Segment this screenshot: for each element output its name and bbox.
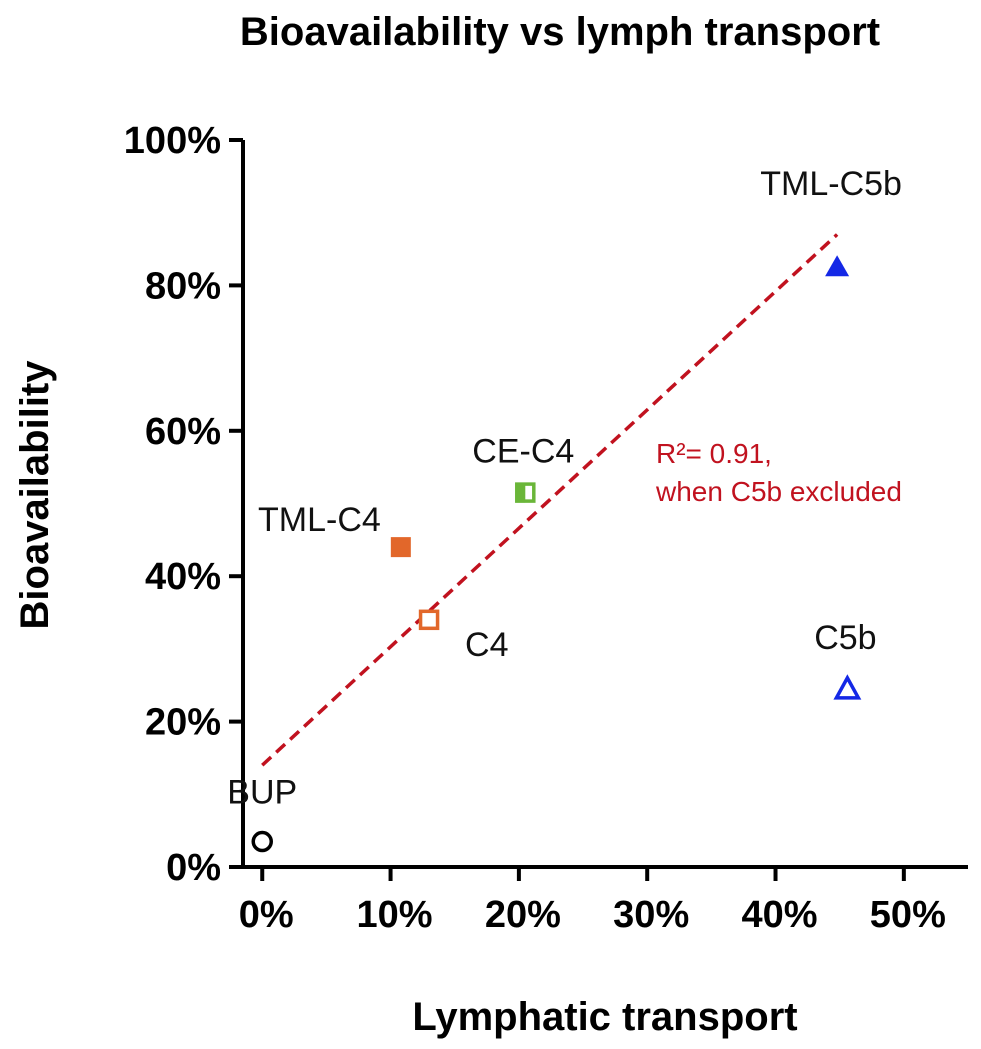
y-tick-label: 0% — [166, 847, 221, 889]
point-label-c4: C4 — [465, 626, 508, 664]
y-axis-label: Bioavailability — [13, 360, 57, 630]
point-bup: BUP — [227, 774, 297, 853]
point-label-c5b: C5b — [814, 619, 876, 657]
y-tick-label: 40% — [145, 556, 221, 598]
point-tml-c4: TML-C4 — [258, 501, 411, 558]
y-tick-label: 60% — [145, 411, 221, 453]
x-tick-label: 10% — [357, 894, 433, 936]
x-tick-label: 50% — [870, 894, 946, 936]
x-tick-label: 0% — [239, 894, 294, 936]
point-label-ce-c4: CE-C4 — [472, 433, 574, 471]
axes: 0% 20% 40% 60% 80% 100% 0% 10% 20% 30% 40% 50% — [124, 120, 968, 936]
annotation-line: when C5b excluded — [655, 476, 902, 507]
point-tml-c5b: TML-C5b — [760, 165, 902, 277]
marker-c4 — [418, 609, 440, 631]
annotation-line: R²= 0.91, — [656, 438, 772, 469]
marker-tml-c4 — [390, 537, 411, 558]
marker-bup — [251, 830, 273, 853]
marker-ce-c4 — [515, 482, 536, 503]
x-tick-label: 40% — [741, 894, 817, 936]
y-tick-label: 20% — [145, 702, 221, 744]
trendline — [261, 233, 839, 767]
marker-ce-c4-fill — [515, 482, 526, 503]
y-tick-label: 100% — [124, 120, 221, 162]
point-c4: C4 — [418, 609, 509, 664]
chart-title: Bioavailability vs lymph transport — [240, 10, 880, 54]
point-label-tml-c4: TML-C4 — [258, 501, 381, 539]
y-tick-label: 80% — [145, 265, 221, 307]
x-tick-label: 20% — [485, 894, 561, 936]
point-label-bup: BUP — [227, 774, 297, 812]
marker-tml-c5b — [825, 255, 850, 277]
point-c5b: C5b — [814, 619, 877, 700]
r-squared-annotation: R²= 0.91, when C5b excluded — [655, 438, 902, 507]
point-ce-c4: CE-C4 — [472, 433, 574, 503]
point-label-tml-c5b: TML-C5b — [760, 165, 902, 203]
x-tick-label: 30% — [613, 894, 689, 936]
points-group: BUP TML-C4 C4 CE-C4 TML-C5b C5b — [227, 165, 902, 853]
x-axis-label: Lymphatic transport — [412, 995, 797, 1039]
trendline-group — [261, 233, 839, 767]
marker-c5b — [833, 674, 862, 700]
